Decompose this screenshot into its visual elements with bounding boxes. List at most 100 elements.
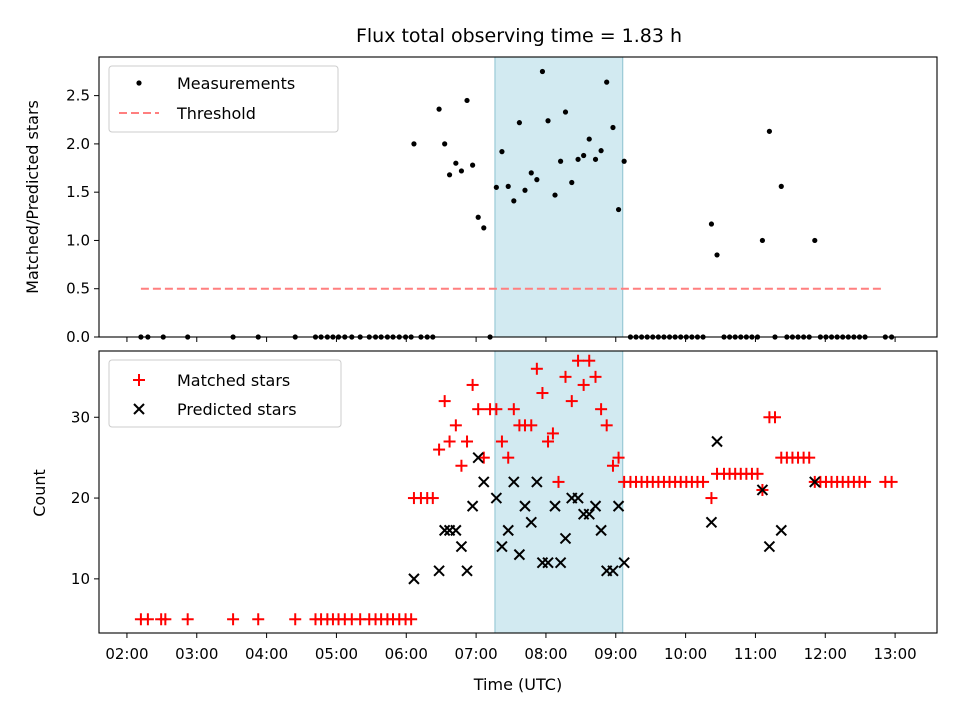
bottom-y-axis-label: Count — [30, 469, 49, 517]
matched-star-point — [443, 435, 456, 448]
y-tick-label: 0.0 — [66, 328, 90, 346]
matched-star-point — [542, 435, 555, 448]
measurement-point — [511, 198, 517, 204]
bottom-x-ticks: 02:00 03:00 04:00 05:00 06:00 07:00 08:00 09:00… — [105, 633, 917, 663]
predicted-star-point — [450, 524, 462, 537]
measurement-point — [442, 141, 448, 147]
measurement-point — [516, 120, 522, 126]
matched-star-point — [612, 451, 625, 464]
measurement-point — [812, 237, 818, 244]
x-tick-label: 04:00 — [245, 645, 288, 663]
y-tick-label: 10 — [71, 570, 90, 588]
matched-star-point — [159, 613, 172, 626]
predicted-star-point — [408, 573, 420, 585]
measurement-point — [575, 156, 581, 162]
measurement-point — [586, 136, 592, 142]
predicted-star-point — [549, 500, 561, 512]
bottom-legend-box — [108, 359, 342, 428]
matched-star-point — [572, 354, 585, 367]
matched-star-point — [141, 613, 154, 626]
x-tick-label: 03:00 — [175, 645, 218, 663]
matched-star-point — [768, 411, 781, 424]
matched-star-point — [577, 378, 590, 391]
measurement-point — [562, 109, 569, 115]
bottom-shaded-span — [494, 350, 624, 634]
x-tick-label: 05:00 — [315, 645, 358, 663]
predicted-star-point — [559, 532, 572, 545]
x-tick-label: 08:00 — [524, 645, 567, 663]
y-tick-label: 30 — [71, 408, 90, 426]
measurements-legend-label: Measurements — [177, 74, 295, 93]
measurement-point — [598, 148, 604, 154]
predicted-star-point — [466, 500, 479, 512]
predicted-star-point — [705, 516, 718, 529]
top-x-ticks — [126, 337, 896, 342]
measurement-point — [493, 184, 499, 190]
matched-star-point — [507, 403, 520, 416]
bottom-plot-panel: 10 20 30 02:00 03:00 04:00 05:00 06:00 07:00 08:… — [30, 350, 938, 694]
matched-star-point — [455, 459, 468, 472]
predicted-star-point — [711, 435, 723, 448]
top-y-axis-label: Matched/Predicted stars — [23, 100, 42, 294]
predicted-star-point — [478, 476, 490, 488]
predicted-star-point — [525, 516, 537, 529]
measurement-point — [714, 252, 720, 258]
matched-star-point — [600, 419, 613, 432]
matched-star-point — [859, 475, 872, 488]
predicted-stars-legend-label: Predicted stars — [177, 400, 297, 419]
predicted-star-point — [589, 500, 602, 512]
matched-star-point — [803, 451, 816, 464]
x-tick-label: 02:00 — [105, 645, 148, 663]
predicted-stars-legend-marker — [133, 403, 145, 415]
count-points — [134, 354, 898, 626]
predicted-star-point — [554, 556, 567, 569]
predicted-star-point — [513, 548, 526, 561]
y-tick-label: 2.0 — [66, 135, 90, 153]
matched-star-point — [525, 419, 538, 432]
matched-star-point — [495, 435, 508, 448]
top-shaded-span — [494, 56, 624, 338]
measurement-point — [411, 141, 417, 147]
matched-stars-legend-label: Matched stars — [177, 371, 290, 390]
predicted-star-point — [502, 524, 514, 537]
x-tick-label: 06:00 — [385, 645, 428, 663]
measurement-point — [569, 179, 575, 186]
measurement-point — [545, 118, 551, 124]
matched-star-point — [751, 467, 764, 480]
matched-star-point — [530, 362, 543, 375]
measurement-point — [475, 214, 481, 220]
measurement-point — [766, 128, 773, 134]
measurement-point — [505, 183, 511, 189]
top-legend: Measurements Threshold — [108, 65, 339, 133]
top-legend-box — [108, 65, 339, 133]
matched-star-point — [461, 435, 474, 448]
predicted-star-point — [618, 556, 630, 569]
measurement-point — [581, 152, 587, 159]
measurement-point — [708, 221, 715, 227]
x-tick-label: 09:00 — [594, 645, 637, 663]
predicted-star-point — [490, 492, 503, 504]
threshold-legend-label: Threshold — [176, 104, 256, 123]
matched-star-point — [405, 613, 418, 626]
predicted-star-point — [433, 565, 445, 577]
x-tick-label: 12:00 — [804, 645, 847, 663]
matched-star-point — [502, 451, 515, 464]
matched-star-point — [472, 403, 485, 416]
bottom-y-ticks: 10 20 30 — [71, 408, 99, 588]
measurement-point — [759, 237, 766, 244]
y-tick-label: 20 — [71, 489, 90, 507]
predicted-star-point — [595, 524, 607, 537]
measurement-point — [557, 158, 564, 164]
measurements-legend-marker — [136, 80, 142, 86]
matched-star-point — [449, 419, 462, 432]
measurement-point — [470, 162, 476, 168]
y-tick-label: 1.0 — [66, 231, 90, 249]
matched-star-point — [433, 443, 446, 456]
predicted-star-point — [508, 476, 520, 488]
predicted-star-point — [756, 484, 769, 496]
x-tick-label: 10:00 — [664, 645, 707, 663]
matched-star-point — [606, 459, 619, 472]
matched-star-point — [181, 613, 194, 626]
predicted-star-point — [572, 492, 584, 504]
